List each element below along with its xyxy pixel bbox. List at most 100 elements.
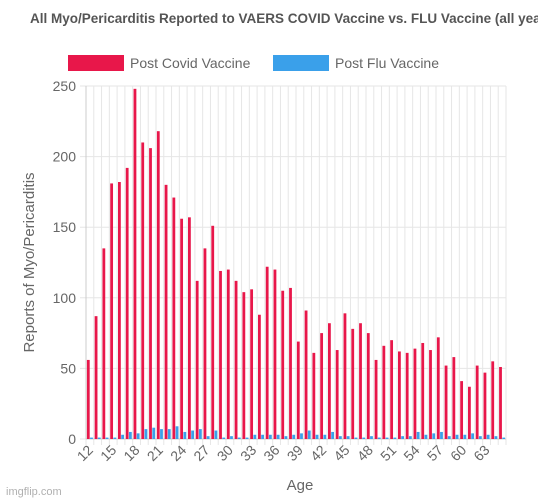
bar-flu [97,437,101,439]
bar-flu [206,436,210,439]
bar-covid [86,359,90,439]
x-tick-label: 51 [377,442,399,464]
bar-covid [413,348,417,439]
x-tick-label: 36 [260,442,282,464]
bar-covid [335,350,339,439]
x-tick-label: 57 [424,442,446,464]
bar-flu [478,436,482,439]
bar-covid [273,269,277,439]
bar-covid [94,316,98,439]
bar-covid [110,183,114,439]
chart-legend: Post Covid Vaccine Post Flu Vaccine [0,52,538,74]
bar-flu [432,433,436,439]
bar-flu [502,437,506,439]
bar-flu [471,433,474,439]
bar-covid [312,352,316,439]
bar-covid [265,266,269,439]
bar-covid [374,359,378,439]
bar-flu [230,436,233,439]
bar-covid [118,182,121,440]
x-tick-label: 33 [237,442,259,464]
chart-title: All Myo/Pericarditis Reported to VAERS C… [30,11,538,26]
bar-flu [315,434,319,439]
bar-covid [359,323,362,439]
bar-flu [160,429,163,439]
bar-flu [455,434,459,439]
bar-covid [219,270,222,439]
x-tick-label: 60 [447,442,469,464]
bar-flu [222,437,226,439]
bar-flu [424,434,428,439]
bar-flu [144,429,148,439]
bar-flu [90,437,93,439]
bar-flu [198,429,202,439]
bar-flu [401,436,404,439]
bar-covid [499,366,502,439]
bar-flu [253,434,257,439]
legend-item-flu[interactable]: Post Flu Vaccine [273,52,439,74]
bar-covid [351,328,355,439]
x-tick-label: 45 [330,442,352,464]
bar-covid [180,218,184,439]
y-tick-label: 200 [53,149,77,165]
bar-covid [444,365,448,439]
bar-flu [268,434,272,439]
bar-flu [447,436,451,439]
bar-covid [328,323,331,439]
bar-flu [128,431,132,439]
x-tick-label: 54 [400,442,422,464]
x-tick-label: 24 [167,442,189,464]
bar-flu [113,437,117,439]
x-axis-title: Age [287,477,314,494]
bar-covid [491,361,495,439]
bar-covid [436,337,440,439]
x-tick-label: 15 [97,442,119,464]
bar-flu [331,431,334,439]
bar-flu [284,436,288,439]
bar-covid [203,248,207,439]
bar-covid [343,313,347,439]
bar-flu [408,436,412,439]
y-tick-label: 0 [68,431,76,447]
bar-covid [304,310,308,439]
bar-covid [102,248,106,439]
x-tick-label: 21 [144,442,166,464]
bar-flu [152,427,156,439]
bar-covid [429,350,432,439]
bar-flu [175,426,179,439]
bar-covid [475,365,479,439]
bar-covid [296,341,300,439]
legend-label-covid: Post Covid Vaccine [130,55,251,71]
bar-covid [141,142,145,440]
bar-flu [261,434,264,439]
bar-flu [323,434,327,439]
bar-covid [211,225,215,439]
bar-flu [276,434,280,439]
x-tick-label: 27 [190,442,212,464]
bar-covid [226,269,230,439]
bar-flu [245,437,249,439]
bar-flu [307,430,311,439]
bar-flu [346,436,350,439]
legend-swatch-covid [68,55,124,71]
bar-flu [393,437,397,439]
bar-flu [105,437,109,439]
y-tick-label: 150 [53,219,77,235]
bar-flu [377,437,381,439]
bar-flu [463,434,467,439]
bar-flu [385,437,389,439]
bar-covid [125,167,129,439]
bar-covid [468,386,471,439]
bar-covid [164,184,168,439]
bar-flu [214,430,218,439]
bar-flu [292,434,296,439]
x-tick-label: 12 [74,442,96,464]
legend-label-flu: Post Flu Vaccine [335,55,440,71]
x-tick-label: 48 [354,442,376,464]
bar-flu [191,430,194,439]
bar-covid [421,342,425,439]
legend-swatch-flu [273,55,329,71]
x-tick-label: 63 [470,442,492,464]
bar-flu [440,431,443,439]
legend-item-covid[interactable]: Post Covid Vaccine [68,52,250,74]
